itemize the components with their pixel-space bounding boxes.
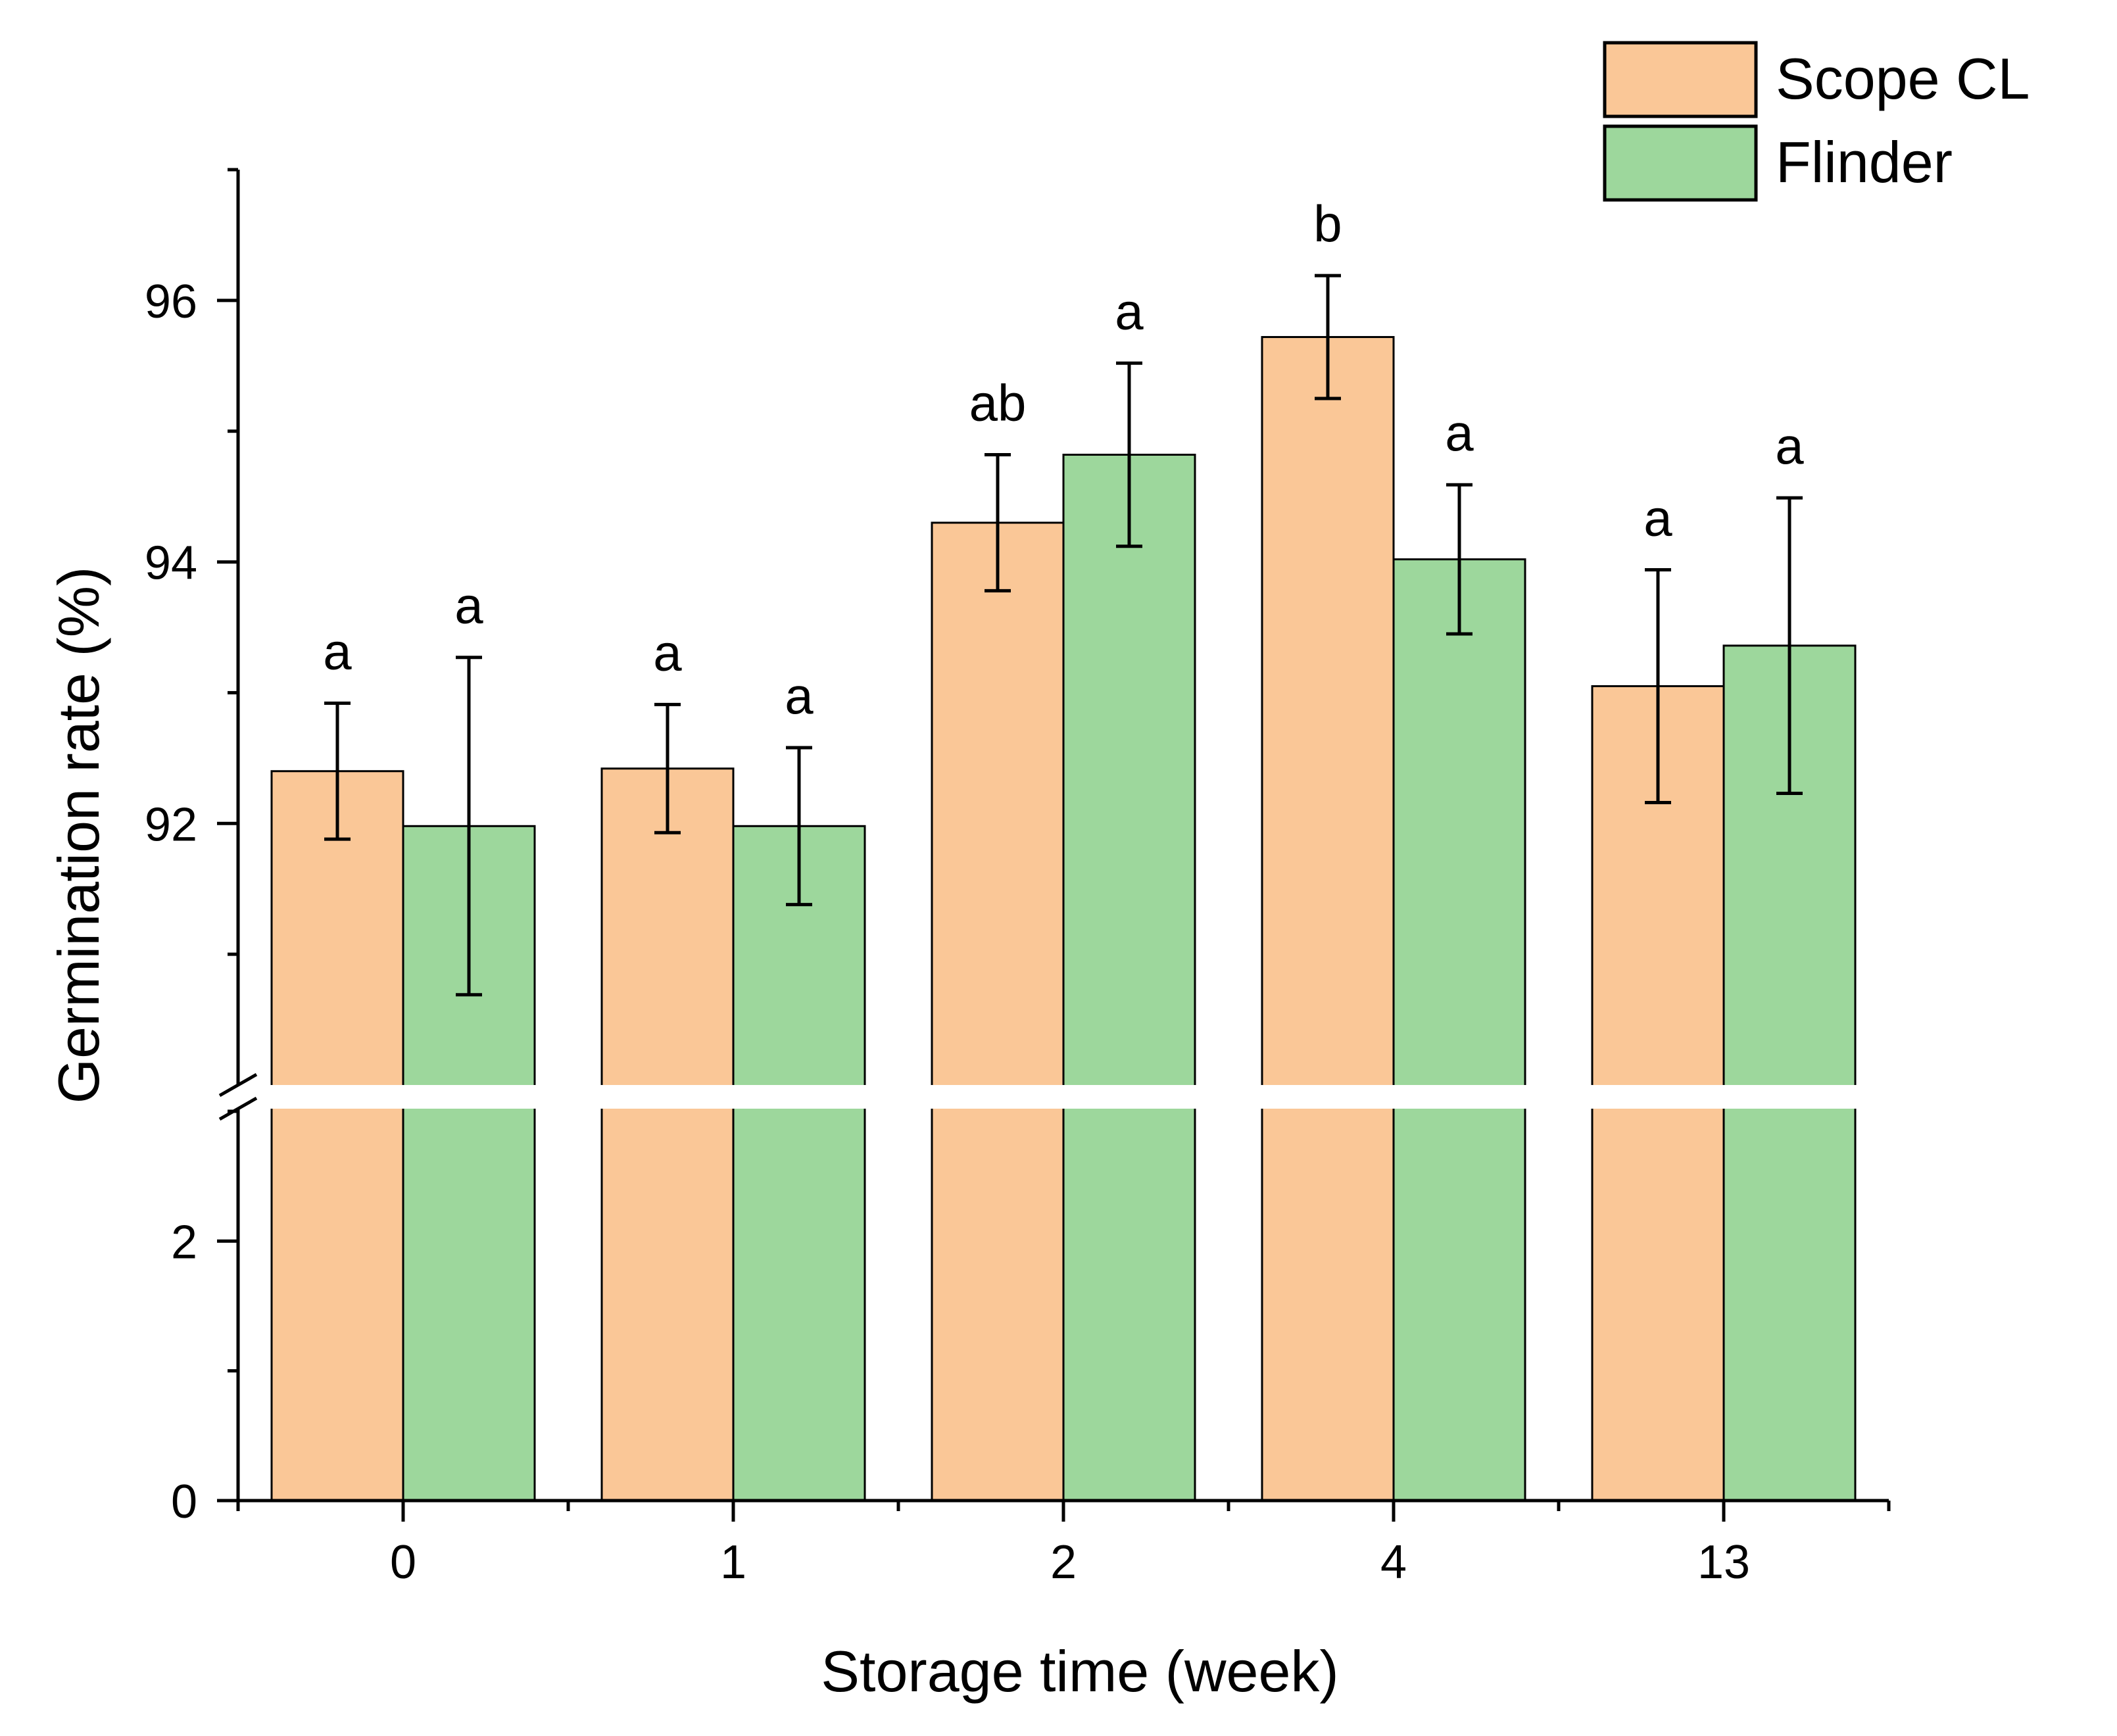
x-tick-label-week-13: 13 <box>1697 1536 1750 1589</box>
axis-break-slash-lower <box>218 1096 258 1121</box>
x-axis-title: Storage time (week) <box>821 1639 1338 1704</box>
axes-layer <box>217 168 1891 1522</box>
x-tick-label-week-1: 1 <box>720 1536 746 1589</box>
significance-label-scope-cl-week-4: b <box>1313 195 1342 253</box>
y-tick-label-2: 2 <box>171 1216 197 1268</box>
significance-label-flinder-week-2: a <box>1115 282 1144 340</box>
x-tick-label-week-2: 2 <box>1050 1536 1077 1589</box>
legend-swatch-flinder <box>1603 124 1758 202</box>
bar-scope-cl-week-4 <box>1261 336 1395 1502</box>
bar-scope-cl-week-0 <box>270 770 404 1502</box>
significance-label-flinder-week-13: a <box>1775 417 1804 475</box>
axis-break-slash-upper <box>218 1073 258 1097</box>
axis-break-gap <box>218 1085 1895 1109</box>
bar-scope-cl-week-1 <box>600 767 735 1502</box>
significance-label-flinder-week-0: a <box>454 577 483 635</box>
labels-layer: a a 0 a a 1 ab a 2 b a 4 a a 13 0 2 92 94 96 <box>145 195 1804 1589</box>
significance-label-scope-cl-week-2: ab <box>969 374 1027 432</box>
bars-layer <box>270 274 1857 1502</box>
significance-label-flinder-week-4: a <box>1445 404 1474 462</box>
significance-label-flinder-week-1: a <box>785 667 814 725</box>
x-tick-label-week-4: 4 <box>1380 1536 1407 1589</box>
y-tick-label-96: 96 <box>145 276 197 328</box>
significance-label-scope-cl-week-13: a <box>1643 489 1672 547</box>
y-tick-label-0: 0 <box>171 1476 197 1528</box>
legend-label-flinder: Flinder <box>1776 130 1953 195</box>
legend: Scope CL Flinder <box>1603 41 2030 202</box>
legend-label-scope-cl: Scope CL <box>1776 46 2030 111</box>
x-tick-label-week-0: 0 <box>390 1536 416 1589</box>
bar-flinder-week-1 <box>732 825 866 1502</box>
bar-flinder-week-2 <box>1062 454 1196 1502</box>
bar-scope-cl-week-2 <box>931 521 1065 1502</box>
y-tick-label-92: 92 <box>145 798 197 851</box>
y-tick-label-94: 94 <box>145 537 197 590</box>
bar-flinder-week-4 <box>1392 558 1526 1502</box>
legend-swatch-scope-cl <box>1603 41 1758 118</box>
axis-break <box>218 1085 1895 1109</box>
significance-label-scope-cl-week-1: a <box>653 623 682 681</box>
y-axis-title: Germination rate (%) <box>46 567 111 1104</box>
significance-label-scope-cl-week-0: a <box>323 622 352 680</box>
